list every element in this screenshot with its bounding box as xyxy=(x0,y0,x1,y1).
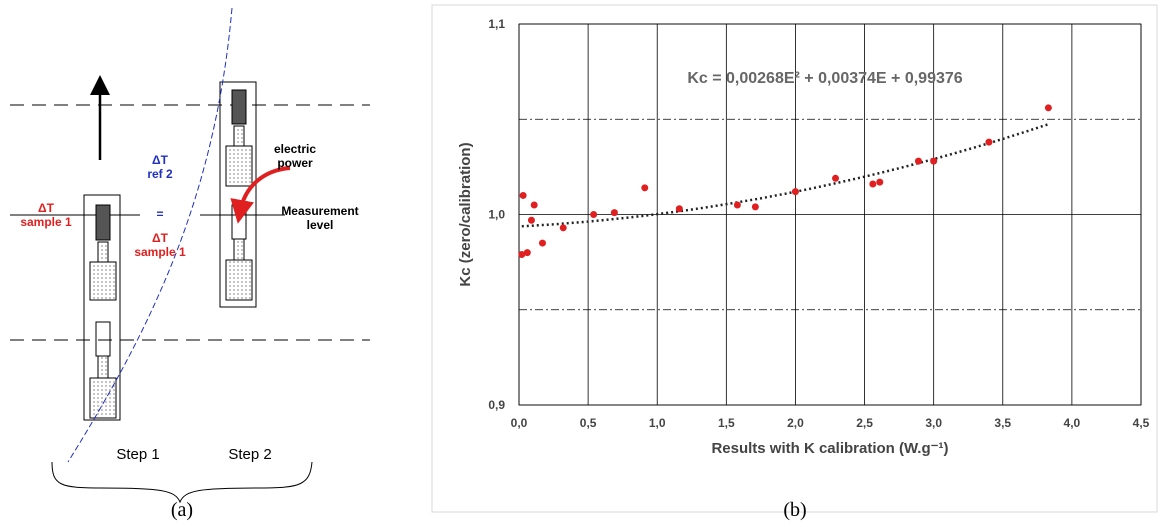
data-point xyxy=(519,191,527,199)
x-tick-label: 3,5 xyxy=(994,416,1011,430)
x-tick-label: 2,0 xyxy=(787,416,804,430)
diagram-label: ΔT sample 1 xyxy=(20,201,72,229)
diagram-label: electric power xyxy=(274,142,316,170)
data-point xyxy=(590,211,598,218)
data-point xyxy=(751,203,759,211)
step-label: Step 2 xyxy=(228,446,271,463)
y-tick-label: 1,1 xyxy=(488,17,505,31)
x-tick-label: 4,0 xyxy=(1064,416,1081,430)
data-point xyxy=(1044,104,1052,112)
x-axis-label: Results with K calibration (W.g⁻¹) xyxy=(711,440,948,457)
chart-frame xyxy=(431,4,1158,513)
diagram-label: ΔT sample 1 xyxy=(134,231,186,259)
data-point xyxy=(523,249,531,257)
data-point xyxy=(675,205,683,213)
y-tick-label: 1,0 xyxy=(488,208,505,222)
data-point xyxy=(791,188,799,196)
y-axis-label: Kc (zero/calibration) xyxy=(457,142,474,286)
data-point xyxy=(527,216,535,224)
x-tick-label: 0,5 xyxy=(580,416,597,430)
data-point xyxy=(733,201,741,209)
data-point xyxy=(985,138,993,146)
x-tick-label: 1,5 xyxy=(718,416,735,430)
x-tick-label: 0,0 xyxy=(511,416,528,430)
panel-label: (a) xyxy=(171,499,193,521)
trendline xyxy=(521,123,1049,228)
data-point xyxy=(530,201,538,209)
x-tick-label: 1,0 xyxy=(649,416,666,430)
data-point xyxy=(559,224,567,232)
diagram xyxy=(10,7,370,504)
data-point xyxy=(610,209,618,217)
x-tick-label: 3,0 xyxy=(925,416,942,430)
data-point xyxy=(518,251,526,259)
diagram-label: = xyxy=(156,207,163,221)
data-point xyxy=(869,180,877,188)
x-tick-label: 2,5 xyxy=(856,416,873,430)
trendline-equation: Kc = 0,00268E² + 0,00374E + 0,99376 xyxy=(687,70,962,87)
diagram-label: ΔT ref 2 xyxy=(147,153,173,181)
step-label: Step 1 xyxy=(116,446,159,463)
data-point xyxy=(832,174,840,182)
data-point xyxy=(641,184,649,192)
data-point xyxy=(914,157,922,165)
diagram-label: Measurement level xyxy=(281,204,358,232)
x-tick-label: 4,5 xyxy=(1133,416,1150,430)
data-point xyxy=(876,178,884,186)
data-point xyxy=(538,239,546,247)
y-tick-label: 0,9 xyxy=(488,398,505,412)
panel-label: (b) xyxy=(783,499,806,521)
data-point xyxy=(930,157,938,165)
